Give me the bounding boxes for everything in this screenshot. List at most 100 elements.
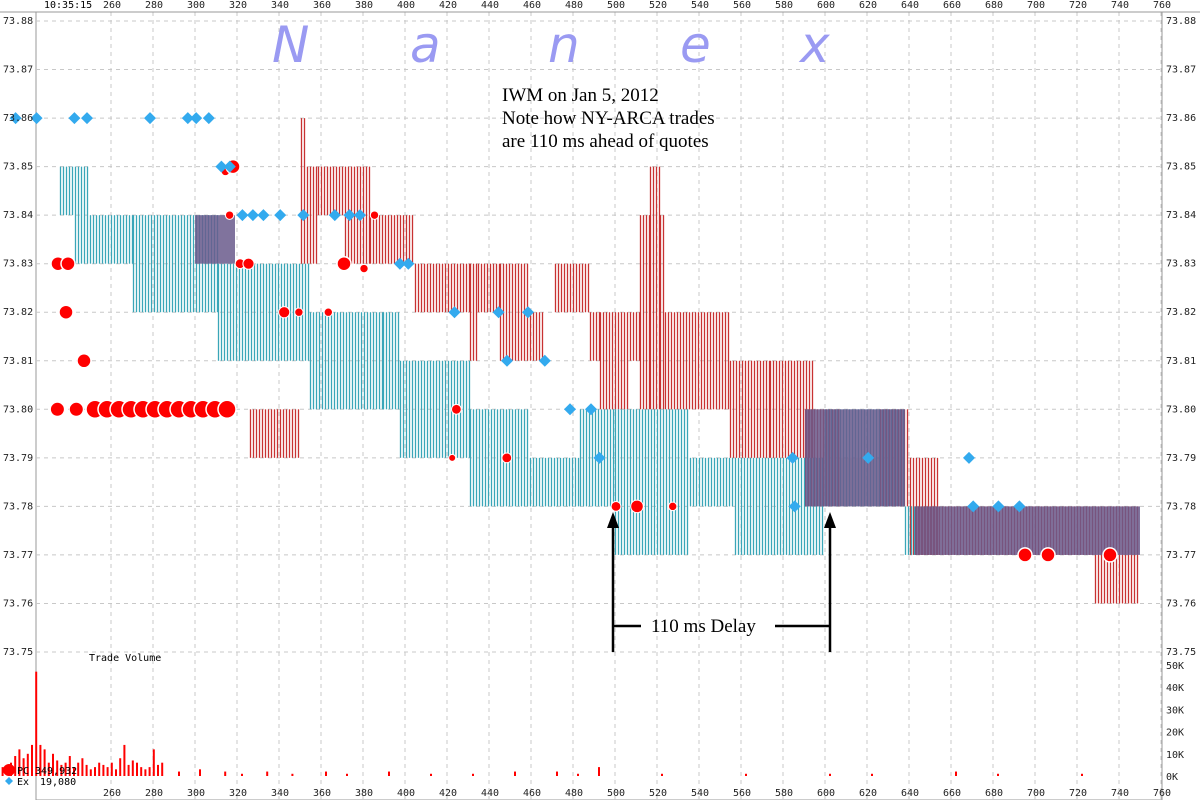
time-tick-bottom: 280: [145, 788, 163, 799]
volume-bar: [577, 773, 579, 776]
trade-point: [60, 255, 76, 272]
price-tick-left: 73.83: [3, 259, 33, 270]
trade-point: [451, 403, 462, 415]
annotation-text: IWM on Jan 5, 2012 Note how NY-ARCA trad…: [502, 85, 715, 152]
price-tick-right: 73.86: [1166, 113, 1196, 124]
legend-pc-label: PC: [17, 766, 29, 777]
quote-band: [132, 215, 219, 313]
legend-ex-value: 19,080: [40, 777, 76, 788]
time-tick-top: 320: [229, 0, 247, 11]
price-tick-right: 73.78: [1166, 501, 1196, 512]
trade-point: [448, 453, 457, 462]
price-tick-right: 73.82: [1166, 307, 1196, 318]
volume-title: Trade Volume: [89, 653, 161, 664]
time-tick-top: 740: [1111, 0, 1129, 11]
volume-bar: [18, 749, 21, 776]
volume-bar: [77, 762, 80, 776]
volume-bar: [997, 773, 999, 776]
price-tick-left: 73.86: [3, 113, 33, 124]
time-tick-bottom: 520: [649, 788, 667, 799]
time-tick-top: 540: [691, 0, 709, 11]
time-tick-top: 680: [985, 0, 1003, 11]
volume-bar: [127, 764, 130, 776]
trade-point: [49, 401, 65, 417]
volume-bar: [745, 773, 747, 776]
volume-bar: [85, 764, 88, 776]
overlap-band: [805, 409, 905, 507]
price-tick-left: 73.78: [3, 501, 33, 512]
quote-band: [309, 312, 384, 410]
volume-tick: 50K: [1166, 661, 1184, 672]
quote-band: [59, 166, 65, 216]
volume-bar: [157, 764, 159, 776]
exchange-point: [393, 257, 406, 270]
nyarca-band: [477, 263, 501, 313]
time-tick-top: 600: [817, 0, 835, 11]
time-tick-top: 420: [439, 0, 457, 11]
nyarca-band: [1094, 554, 1139, 604]
quote-band: [904, 506, 916, 555]
exchange-point: [274, 209, 287, 222]
left-arrow-head: [607, 512, 619, 528]
time-tick-bottom: 680: [985, 788, 1003, 799]
nyarca-band: [649, 166, 661, 410]
volume-bar: [152, 749, 155, 776]
exchange-point: [1013, 500, 1026, 513]
volume-bar: [31, 744, 33, 776]
quote-band: [689, 457, 734, 507]
price-tick-left: 73.76: [3, 598, 33, 609]
volume-bar: [325, 771, 327, 776]
time-tick-bottom: 360: [313, 788, 331, 799]
price-tick-right: 73.80: [1166, 404, 1196, 415]
price-tick-left: 73.88: [3, 16, 33, 27]
price-tick-right: 73.81: [1166, 356, 1196, 367]
volume-bar: [52, 753, 54, 776]
volume-bar: [110, 762, 113, 776]
exchange-point: [343, 209, 356, 222]
quote-bands: [59, 118, 1140, 604]
volume-bar: [224, 771, 227, 776]
nyarca-band: [659, 215, 665, 410]
nyarca-band: [249, 409, 300, 458]
nyarca-band: [529, 312, 544, 361]
nyarca-band: [554, 263, 590, 313]
time-tick-bottom: 620: [859, 788, 877, 799]
volume-bar: [131, 760, 134, 776]
trade-point: [68, 401, 84, 417]
volume-bar: [119, 758, 122, 776]
time-tick-bottom: 320: [229, 788, 247, 799]
volume-bar: [73, 767, 75, 776]
time-tick-top: 480: [565, 0, 583, 11]
volume-bar: [955, 771, 957, 776]
watermark: N a n e x: [272, 16, 830, 74]
volume-bar: [115, 769, 117, 776]
time-tick-bottom: 600: [817, 788, 835, 799]
volume-bar: [148, 767, 151, 776]
trade-point: [76, 353, 92, 369]
time-tick-top: 620: [859, 0, 877, 11]
exchange-point: [81, 112, 93, 125]
exchange-point: [144, 112, 156, 125]
nyarca-band: [629, 312, 641, 361]
trade-point: [1102, 547, 1118, 563]
volume-bar: [598, 767, 600, 776]
nyarca-band: [300, 118, 306, 264]
annotation-line: are 110 ms ahead of quotes: [502, 131, 709, 152]
volume-bar: [661, 773, 663, 776]
trade-point: [1017, 547, 1033, 563]
trade-point: [242, 257, 255, 270]
time-tick-bottom: 460: [523, 788, 541, 799]
time-tick-top: 380: [355, 0, 373, 11]
volume-bars: [1, 671, 1083, 776]
volume-bar: [26, 753, 29, 776]
right-arrow-head: [824, 512, 836, 528]
legend: PC 349,932 Ex 19,080: [3, 764, 77, 788]
volume-bar: [472, 773, 474, 776]
time-tick-bottom: 260: [103, 788, 121, 799]
price-tick-left: 73.84: [3, 210, 33, 221]
nyarca-band: [306, 166, 318, 264]
trade-point: [294, 307, 304, 317]
trade-point: [278, 306, 291, 319]
quote-band: [399, 360, 471, 458]
exchange-point: [223, 160, 236, 173]
